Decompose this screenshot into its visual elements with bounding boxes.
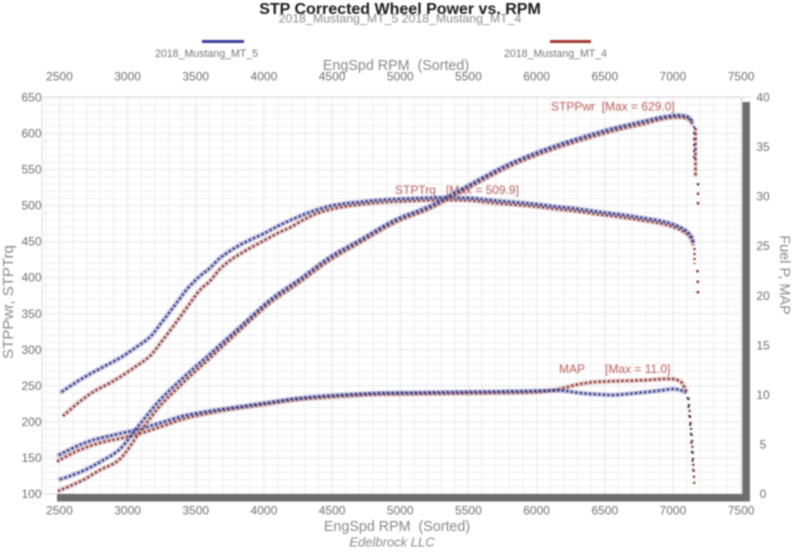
svg-text:7000: 7000 xyxy=(660,70,687,84)
svg-text:EngSpd RPM (Sorted): EngSpd RPM (Sorted) xyxy=(323,58,469,74)
svg-text:500: 500 xyxy=(21,199,41,213)
svg-text:4500: 4500 xyxy=(319,70,346,84)
svg-text:550: 550 xyxy=(21,163,41,177)
svg-text:5: 5 xyxy=(760,437,767,451)
svg-text:200: 200 xyxy=(21,415,41,429)
svg-text:350: 350 xyxy=(21,307,41,321)
svg-text:7500: 7500 xyxy=(728,70,755,84)
svg-text:STP Corrected Wheel Power vs.: STP Corrected Wheel Power vs. RPM xyxy=(259,1,541,18)
svg-text:4500: 4500 xyxy=(319,504,346,518)
svg-text:0: 0 xyxy=(760,487,767,501)
svg-text:35: 35 xyxy=(756,140,770,154)
svg-text:20: 20 xyxy=(756,289,770,303)
svg-text:2500: 2500 xyxy=(46,504,73,518)
svg-text:5500: 5500 xyxy=(455,70,482,84)
svg-text:6000: 6000 xyxy=(523,504,550,518)
svg-text:STPPwr, STPTrq: STPPwr, STPTrq xyxy=(0,245,17,359)
svg-text:2018_Mustang_MT_5: 2018_Mustang_MT_5 xyxy=(155,48,258,60)
svg-text:650: 650 xyxy=(21,91,41,105)
svg-text:400: 400 xyxy=(21,271,41,285)
svg-text:15: 15 xyxy=(756,338,770,352)
svg-text:Fuel P, MAP: Fuel P, MAP xyxy=(776,235,792,315)
svg-text:250: 250 xyxy=(21,379,41,393)
svg-text:100: 100 xyxy=(21,487,41,501)
svg-text:4000: 4000 xyxy=(251,504,278,518)
svg-text:600: 600 xyxy=(21,127,41,141)
svg-text:3000: 3000 xyxy=(114,504,141,518)
svg-text:6000: 6000 xyxy=(523,70,550,84)
svg-text:3500: 3500 xyxy=(182,504,209,518)
svg-text:300: 300 xyxy=(21,343,41,357)
svg-text:10: 10 xyxy=(756,388,770,402)
svg-text:2018_Mustang_MT_4: 2018_Mustang_MT_4 xyxy=(504,48,607,60)
svg-text:STPTrq [Max = 509.9]: STPTrq [Max = 509.9] xyxy=(395,183,519,197)
svg-text:EngSpd RPM (Sorted): EngSpd RPM (Sorted) xyxy=(324,519,470,535)
svg-text:25: 25 xyxy=(756,239,770,253)
svg-text:5500: 5500 xyxy=(455,504,482,518)
svg-text:3500: 3500 xyxy=(182,70,209,84)
svg-text:2500: 2500 xyxy=(46,70,73,84)
svg-text:MAP [Max = 11.0]: MAP [Max = 11.0] xyxy=(559,362,671,376)
svg-text:5000: 5000 xyxy=(387,504,414,518)
svg-text:4000: 4000 xyxy=(251,70,278,84)
svg-text:6500: 6500 xyxy=(591,70,618,84)
svg-text:450: 450 xyxy=(21,235,41,249)
svg-text:40: 40 xyxy=(756,91,770,105)
svg-text:5000: 5000 xyxy=(387,70,414,84)
svg-text:30: 30 xyxy=(756,190,770,204)
svg-text:STPPwr [Max = 629.0]: STPPwr [Max = 629.0] xyxy=(551,100,675,114)
svg-text:7500: 7500 xyxy=(728,504,755,518)
svg-text:3000: 3000 xyxy=(114,70,141,84)
svg-text:Edelbrock LLC: Edelbrock LLC xyxy=(349,535,435,550)
svg-text:150: 150 xyxy=(21,451,41,465)
svg-text:6500: 6500 xyxy=(591,504,618,518)
svg-text:2018_Mustang_MT_5 2018_Mustang: 2018_Mustang_MT_5 2018_Mustang_MT_4 xyxy=(279,12,522,26)
svg-text:7000: 7000 xyxy=(660,504,687,518)
